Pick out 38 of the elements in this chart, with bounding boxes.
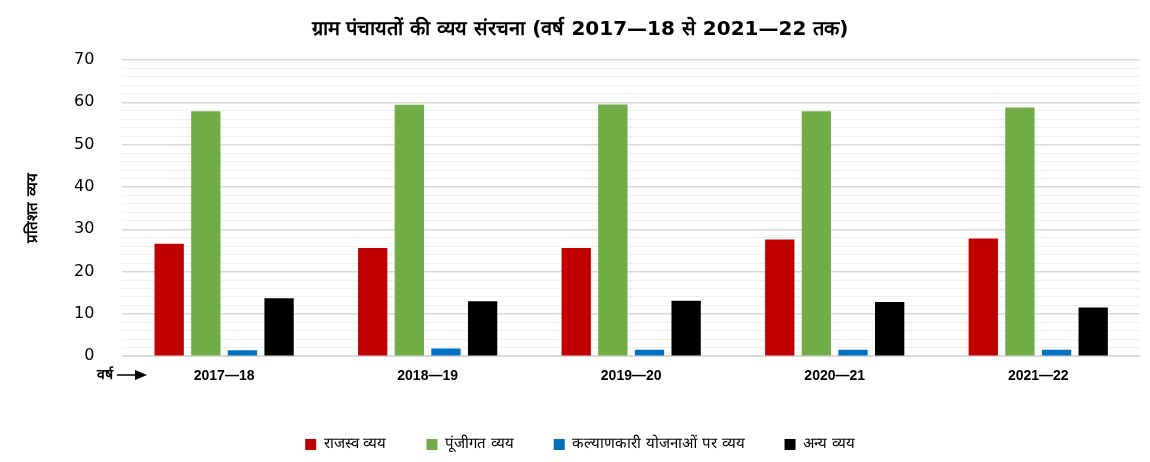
bar — [394, 104, 424, 356]
bar — [1078, 307, 1108, 356]
bar — [801, 111, 832, 356]
bar — [431, 348, 461, 356]
bar — [598, 104, 628, 356]
y-tick-label: 40 — [74, 176, 95, 196]
bar — [765, 239, 795, 356]
text: वर्ष — [96, 365, 114, 382]
bar — [264, 298, 294, 356]
y-tick-label: 60 — [74, 91, 95, 111]
y-axis-title: प्रतिशत व्यय — [22, 172, 41, 244]
x-tick-label: 2021—22 — [1007, 367, 1069, 384]
x-tick-label: 2020—21 — [804, 367, 866, 384]
y-tick-label: 0 — [84, 345, 95, 365]
bar — [1005, 107, 1035, 356]
bar — [671, 300, 701, 356]
y-tick-label: 10 — [74, 303, 95, 323]
bar — [154, 243, 184, 356]
legend-label: अन्य व्यय — [803, 434, 855, 453]
y-tick-label: 70 — [74, 49, 95, 69]
y-tick-label: 30 — [74, 218, 95, 238]
bar — [227, 350, 258, 356]
legend-label: राजस्व व्यय — [323, 434, 387, 453]
bar — [875, 302, 905, 356]
legend-label: कल्याणकारी योजनाओं पर व्यय — [572, 434, 745, 453]
x-tick-label: 2018—19 — [397, 367, 459, 384]
chart-title: ग्राम पंचायतों की व्यय संरचना (वर्ष 2017—18 से 2021—22 तक) — [310, 16, 849, 41]
legend-label: पूंजीगत व्यय — [444, 434, 514, 454]
x-tick-label: 2019—20 — [600, 367, 662, 384]
y-tick-label: 50 — [74, 133, 95, 153]
bar — [561, 247, 591, 356]
x-tick-label: 2017—18 — [193, 367, 255, 384]
y-tick-label: 20 — [74, 260, 95, 280]
bar — [191, 111, 221, 356]
bar — [838, 349, 868, 356]
bar — [467, 301, 498, 356]
bar — [968, 238, 998, 356]
bar — [358, 247, 388, 356]
